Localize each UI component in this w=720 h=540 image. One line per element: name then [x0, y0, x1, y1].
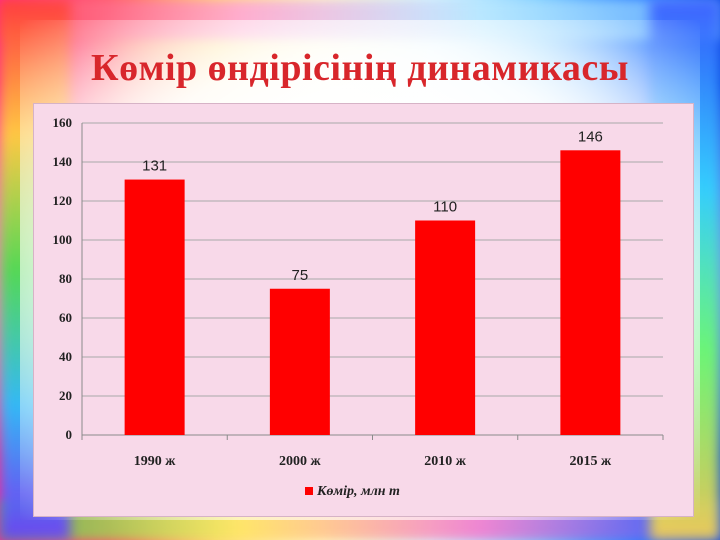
y-tick-label: 80	[59, 271, 72, 286]
chart-panel: 0 20 40 60 80 100 120 140 160 131 75 110 146 1990 ж…	[33, 103, 694, 517]
y-axis-ticks: 0 20 40 60 80 100 120 140 160	[53, 115, 73, 442]
data-label: 110	[433, 199, 457, 216]
x-axis-ticks: 1990 ж 2000 ж 2010 ж 2015 ж	[134, 454, 612, 469]
legend-label: Көмір, млн т	[316, 484, 400, 499]
data-label: 75	[292, 267, 309, 284]
y-tick-label: 120	[53, 193, 73, 208]
y-tick-label: 100	[53, 232, 73, 247]
y-tick-label: 60	[59, 310, 72, 325]
data-label: 146	[578, 128, 603, 145]
x-tick-label: 1990 ж	[134, 454, 177, 469]
data-labels: 131 75 110 146	[142, 128, 603, 283]
bar	[560, 150, 621, 436]
bars	[124, 150, 621, 436]
x-tick-label: 2015 ж	[570, 454, 613, 469]
y-tick-label: 160	[53, 115, 73, 130]
x-tick-label: 2010 ж	[424, 454, 467, 469]
bar-chart: 0 20 40 60 80 100 120 140 160 131 75 110 146 1990 ж…	[53, 115, 664, 499]
y-tick-label: 0	[66, 427, 73, 442]
legend-swatch	[305, 487, 313, 495]
y-tick-label: 20	[59, 388, 72, 403]
slide-title: Көмір өндірісінің динамикасы	[91, 47, 629, 89]
bar	[124, 179, 185, 435]
data-label: 131	[142, 158, 167, 175]
y-tick-label: 40	[59, 349, 72, 364]
bar	[269, 288, 330, 435]
bar	[415, 220, 476, 435]
legend: Көмір, млн т	[305, 484, 400, 499]
y-tick-label: 140	[53, 154, 73, 169]
x-tick-label: 2000 ж	[279, 454, 322, 469]
